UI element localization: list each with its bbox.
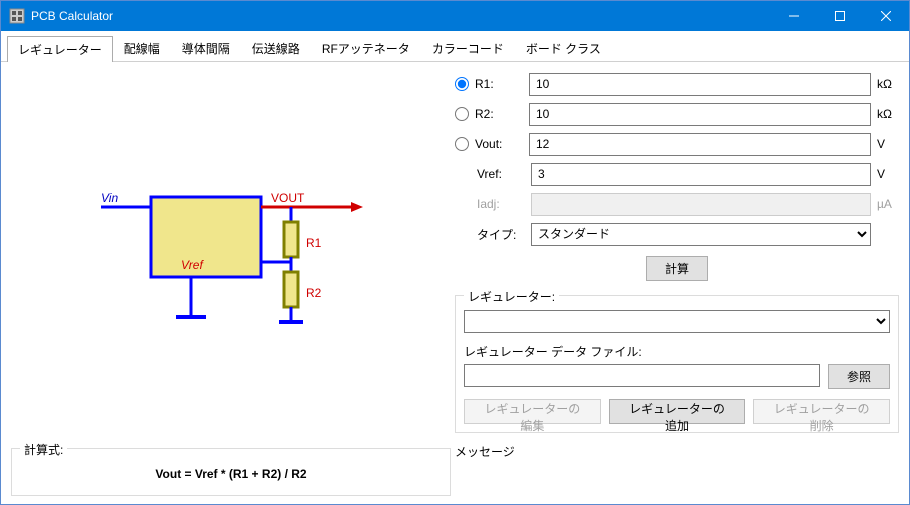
window-title: PCB Calculator: [31, 9, 771, 23]
file-label: レギュレーター データ ファイル:: [464, 343, 890, 360]
input-vref[interactable]: [531, 163, 871, 186]
row-type: タイプ: スタンダード: [455, 220, 899, 248]
maximize-button[interactable]: [817, 1, 863, 31]
row-r1: R1: kΩ: [455, 70, 899, 98]
unit-r1: kΩ: [877, 77, 899, 91]
label-r1: R1:: [475, 77, 523, 91]
radio-vout[interactable]: [455, 137, 469, 151]
row-iadj: Iadj: µA: [455, 190, 899, 218]
tab-spacing[interactable]: 導体間隔: [171, 35, 241, 61]
content-area: Vin VOUT Vref R1 R2 計算式: Vout = Vref * (R1 +…: [1, 62, 909, 504]
label-iadj: Iadj:: [477, 197, 525, 211]
calculate-button[interactable]: 計算: [646, 256, 708, 281]
regulator-select[interactable]: [464, 310, 890, 333]
svg-text:Vref: Vref: [181, 258, 204, 272]
tab-boardclass[interactable]: ボード クラス: [515, 35, 612, 61]
svg-text:R2: R2: [306, 286, 322, 300]
left-pane: Vin VOUT Vref R1 R2 計算式: Vout = Vref * (R1 +…: [11, 70, 451, 496]
file-row: 参照: [464, 364, 890, 389]
unit-vout: V: [877, 137, 899, 151]
row-vref: Vref: V: [455, 160, 899, 188]
svg-text:VOUT: VOUT: [271, 191, 305, 205]
regulator-actions: レギュレーターの編集 レギュレーターの追加 レギュレーターの削除: [464, 399, 890, 424]
formula-legend: 計算式:: [20, 441, 67, 458]
radio-r2[interactable]: [455, 107, 469, 121]
close-button[interactable]: [863, 1, 909, 31]
formula-group: 計算式: Vout = Vref * (R1 + R2) / R2: [11, 448, 451, 496]
app-window: PCB Calculator レギュレーター 配線幅 導体間隔 伝送線路 RFア…: [0, 0, 910, 505]
input-vout[interactable]: [529, 133, 871, 156]
row-vout: Vout: V: [455, 130, 899, 158]
tab-regulator[interactable]: レギュレーター: [7, 36, 113, 62]
window-controls: [771, 1, 909, 31]
browse-button[interactable]: 参照: [828, 364, 890, 389]
tab-transline[interactable]: 伝送線路: [241, 35, 311, 61]
file-input[interactable]: [464, 364, 820, 387]
calc-row: 計算: [455, 256, 899, 281]
add-regulator-button[interactable]: レギュレーターの追加: [609, 399, 746, 424]
label-type: タイプ:: [477, 226, 525, 243]
input-r2[interactable]: [529, 103, 871, 126]
unit-iadj: µA: [877, 197, 899, 211]
right-pane: R1: kΩ R2: kΩ Vout: V Vref: V: [455, 70, 899, 496]
input-r1[interactable]: [529, 73, 871, 96]
svg-text:R1: R1: [306, 236, 322, 250]
row-r2: R2: kΩ: [455, 100, 899, 128]
unit-vref: V: [877, 167, 899, 181]
radio-r1[interactable]: [455, 77, 469, 91]
tab-bar: レギュレーター 配線幅 導体間隔 伝送線路 RFアッテネータ カラーコード ボー…: [1, 31, 909, 62]
edit-regulator-button: レギュレーターの編集: [464, 399, 601, 424]
input-iadj: [531, 193, 871, 216]
minimize-button[interactable]: [771, 1, 817, 31]
regulator-group: レギュレーター: レギュレーター データ ファイル: 参照 レギュレーターの編集…: [455, 295, 899, 433]
regulator-legend: レギュレーター:: [464, 288, 559, 305]
tab-trackwidth[interactable]: 配線幅: [113, 35, 171, 61]
unit-r2: kΩ: [877, 107, 899, 121]
select-type[interactable]: スタンダード: [531, 223, 871, 246]
label-vout: Vout:: [475, 137, 523, 151]
formula-text: Vout = Vref * (R1 + R2) / R2: [20, 467, 442, 481]
label-vref: Vref:: [477, 167, 525, 181]
delete-regulator-button: レギュレーターの削除: [753, 399, 890, 424]
titlebar: PCB Calculator: [1, 1, 909, 31]
svg-text:Vin: Vin: [101, 191, 118, 205]
tab-rfatten[interactable]: RFアッテネータ: [311, 35, 421, 61]
regulator-diagram: Vin VOUT Vref R1 R2: [11, 70, 451, 444]
message-label: メッセージ: [455, 443, 899, 460]
app-icon: [9, 8, 25, 24]
tab-colorcode[interactable]: カラーコード: [421, 35, 515, 61]
label-r2: R2:: [475, 107, 523, 121]
